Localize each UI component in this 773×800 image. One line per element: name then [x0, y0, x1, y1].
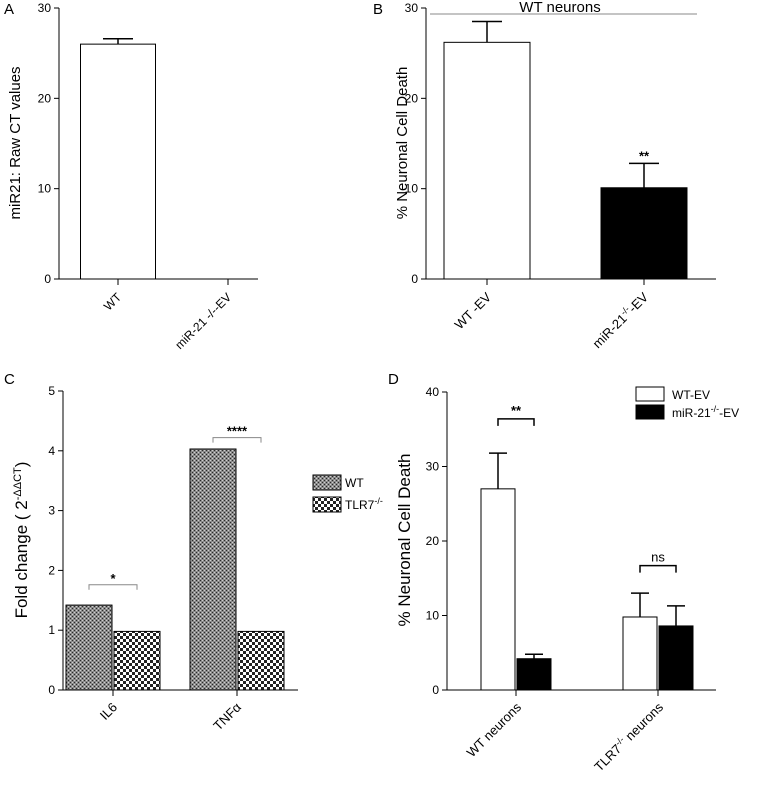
- panel-d-ytick-label: 40: [426, 385, 440, 399]
- panel-d-significance: **: [511, 403, 522, 418]
- panel-d-legend: WT-EV miR-21-/--EV: [635, 386, 739, 420]
- panel-a-ytick-label: 0: [44, 272, 51, 286]
- panel-b-ytick-label: 20: [405, 91, 419, 105]
- panel-c-xtick-label: TNFα: [210, 699, 244, 733]
- panel-b-xtick-base: WT -EV: [452, 289, 495, 332]
- panel-d-ytick-label: 0: [432, 683, 439, 697]
- legend-swatch-tlr7: [312, 496, 342, 513]
- panel-b-ytick-label: 30: [405, 1, 419, 15]
- panel-c-ytick-label: 5: [48, 384, 55, 398]
- panel-d-chart: 0 10 20 30 40 ** ns % Neuronal Cell Death WT …: [395, 385, 739, 774]
- panel-c-bar: [113, 630, 161, 691]
- panel-d-ytick-label: 20: [426, 534, 440, 548]
- panel-b-bar: [443, 41, 531, 280]
- legend-swatch-wt-ev: [635, 386, 665, 402]
- panel-b-significance: **: [639, 148, 650, 163]
- legend-label-tlr7-sup: -/-: [374, 496, 383, 506]
- panel-a-ytick-label: 10: [38, 182, 52, 196]
- panel-d-bar: [516, 658, 552, 691]
- panel-d-bar: [622, 616, 658, 691]
- panel-b-ytick-label: 10: [405, 182, 419, 196]
- panel-a-bar: [80, 43, 156, 280]
- legend-label-wt: WT: [345, 476, 364, 490]
- panel-c-significance: ****: [227, 424, 248, 439]
- panel-c-comparison-bracket: [212, 437, 262, 443]
- panel-c-y-label-end: ): [12, 462, 31, 468]
- panel-c-comparison-bracket: [88, 584, 138, 590]
- panel-letter-a: A: [4, 1, 14, 18]
- panel-b-xtick-label: WT -EV: [452, 289, 495, 332]
- legend-label-tlr7-base: TLR7: [345, 498, 375, 512]
- panel-a-chart: 0 10 20 30 miR21: Raw CT values WT miR-21 -/…: [7, 1, 258, 352]
- panel-c-y-label: Fold change ( 2-ΔΔCT): [12, 462, 31, 619]
- legend-swatch-wt: [312, 474, 342, 491]
- panel-a-y-label: miR21: Raw CT values: [7, 66, 24, 219]
- panel-a-ytick-label: 20: [38, 91, 52, 105]
- legend-label-tlr7: TLR7-/-: [345, 496, 383, 512]
- panel-b-bar: [600, 187, 688, 280]
- legend-label-mir21-ev: miR-21-/--EV: [672, 404, 739, 420]
- panel-c-y-label-base: Fold change ( 2: [12, 500, 31, 618]
- panel-d-comparison-bracket: [497, 418, 535, 426]
- panel-c-ytick-label: 0: [48, 683, 55, 697]
- panel-b-xtick-label: miR-21-/--EV: [589, 289, 652, 352]
- legend-swatch-mir21-ev: [635, 404, 665, 420]
- panel-d-y-label: % Neuronal Cell Death: [395, 454, 414, 627]
- legend-label-mir21-sup: -/-: [711, 404, 720, 414]
- panel-d-xtick-base: WT neurons: [464, 699, 525, 760]
- panel-c-ytick-label: 1: [48, 623, 55, 637]
- panel-d-xtick-label: TLR7-/- neurons: [591, 698, 667, 774]
- panel-letter-b: B: [373, 1, 383, 18]
- panel-c-y-label-sup: -ΔΔCT: [12, 467, 24, 500]
- panel-d-ytick-label: 30: [426, 460, 440, 474]
- panel-b-title: WT neurons: [519, 0, 600, 16]
- panel-d-xtick-label: WT neurons: [464, 699, 525, 760]
- panel-b-y-label: % Neuronal Cell Death: [394, 67, 411, 220]
- panel-d-bar: [480, 488, 516, 691]
- panel-d-ytick-label: 10: [426, 609, 440, 623]
- panel-b-chart: WT neurons 0 10 20 30 ** % Neuronal Cell De…: [394, 0, 716, 351]
- panel-letter-c: C: [4, 371, 15, 388]
- panel-a-xtick-label: miR-21 -/--EV: [172, 290, 234, 352]
- legend-label-wt-ev: WT-EV: [672, 388, 710, 402]
- panel-c-significance: *: [110, 571, 116, 586]
- panel-d-significance: ns: [651, 550, 665, 565]
- panel-c-bar: [189, 448, 237, 691]
- panel-c-legend: WT TLR7-/-: [312, 474, 383, 513]
- legend-label-mir21-base: miR-21: [672, 406, 711, 420]
- panel-b-ytick-label: 0: [411, 272, 418, 286]
- panel-a-xtick-label: WT: [101, 290, 125, 314]
- panel-c-xtick-label: IL6: [97, 700, 120, 723]
- panel-d-bar: [658, 625, 694, 691]
- panel-c-ytick-label: 3: [48, 504, 55, 518]
- panel-d-xtick-suffix: neurons: [620, 699, 667, 746]
- legend-label-mir21-suffix: -EV: [719, 406, 739, 420]
- panel-c-ytick-label: 4: [48, 444, 55, 458]
- panel-a-ytick-label: 30: [38, 1, 52, 15]
- panel-c-bar: [65, 604, 113, 691]
- panel-c-ytick-label: 2: [48, 563, 55, 577]
- panel-d-comparison-bracket: [639, 564, 677, 573]
- panel-b-xtick-base: miR-21: [590, 311, 630, 351]
- panel-c-bar: [237, 630, 285, 691]
- panel-letter-d: D: [388, 371, 399, 388]
